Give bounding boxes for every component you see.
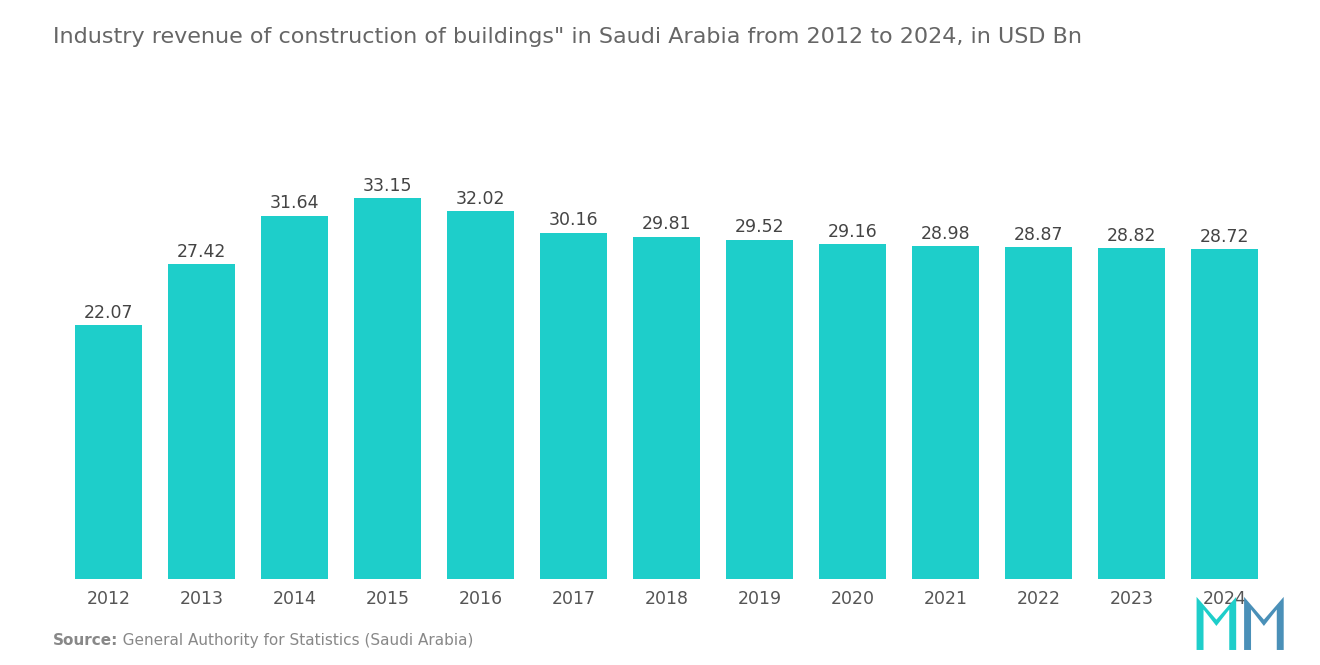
Text: 27.42: 27.42: [177, 243, 226, 261]
Bar: [354, 198, 421, 579]
Text: 28.82: 28.82: [1107, 227, 1156, 245]
Polygon shape: [1243, 597, 1283, 650]
Text: 22.07: 22.07: [84, 304, 133, 322]
Bar: [1005, 247, 1072, 579]
Bar: [912, 246, 979, 579]
Bar: [168, 264, 235, 579]
Text: General Authority for Statistics (Saudi Arabia): General Authority for Statistics (Saudi …: [108, 633, 474, 648]
Text: 30.16: 30.16: [549, 211, 598, 229]
Text: 28.98: 28.98: [921, 225, 970, 243]
Text: 32.02: 32.02: [455, 190, 506, 207]
Bar: [1191, 249, 1258, 579]
Text: 31.64: 31.64: [269, 194, 319, 212]
Text: 28.72: 28.72: [1200, 227, 1249, 245]
Bar: [540, 233, 607, 579]
Bar: [634, 237, 700, 579]
Text: 29.81: 29.81: [642, 215, 692, 233]
Bar: [726, 240, 793, 579]
Bar: [1098, 248, 1166, 579]
Text: 33.15: 33.15: [363, 177, 412, 195]
Text: Source:: Source:: [53, 633, 119, 648]
Text: 29.16: 29.16: [828, 223, 878, 241]
Bar: [261, 215, 329, 579]
Bar: [75, 325, 143, 579]
Polygon shape: [1197, 597, 1236, 650]
Bar: [820, 244, 886, 579]
Text: 29.52: 29.52: [735, 219, 784, 237]
Text: 28.87: 28.87: [1014, 226, 1064, 244]
Text: Industry revenue of construction of buildings" in Saudi Arabia from 2012 to 2024: Industry revenue of construction of buil…: [53, 27, 1082, 47]
Bar: [447, 211, 513, 579]
